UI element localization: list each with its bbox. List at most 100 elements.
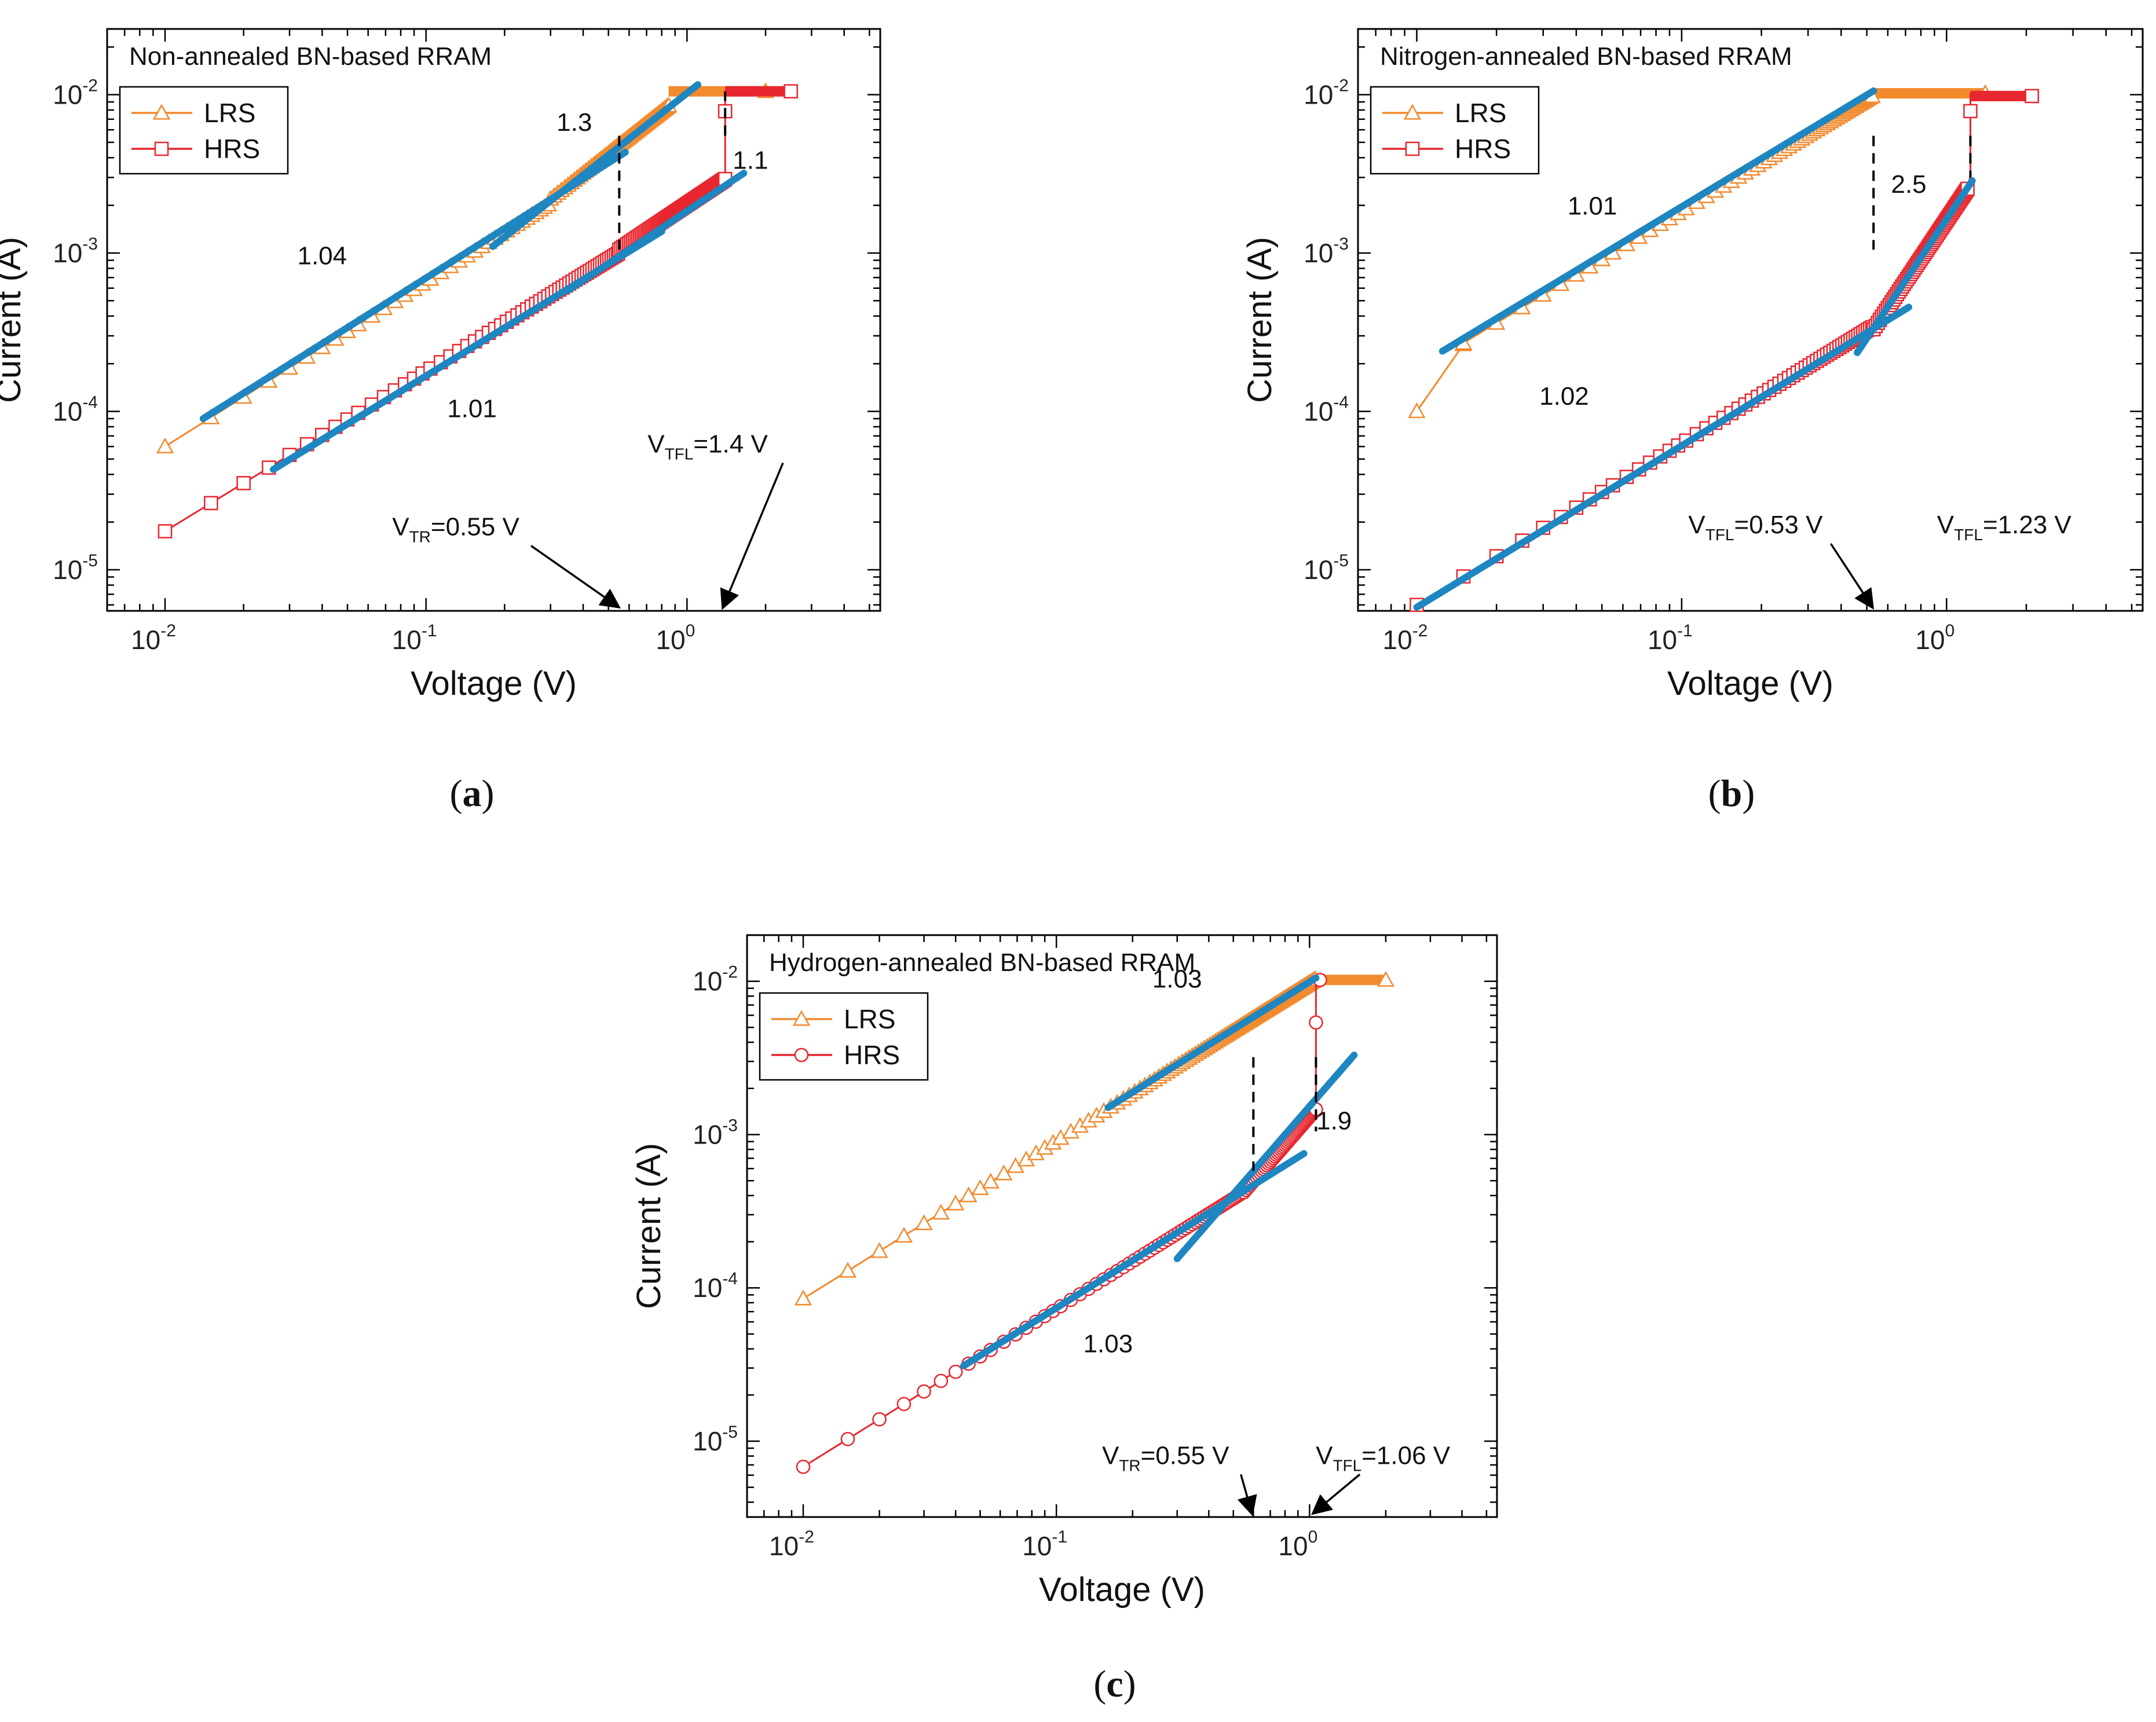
x-axis-title: Voltage (V): [1039, 1571, 1205, 1609]
legend-marker: [152, 104, 171, 120]
legend-label: HRS: [1455, 134, 1511, 164]
threshold-voltage-label: VTFL=1.06 V: [1316, 1441, 1451, 1474]
x-axis-title: Voltage (V): [1667, 665, 1833, 702]
x-tick-label: 10-2: [1383, 621, 1428, 655]
fit-line: [960, 1150, 1308, 1369]
axis-ticks: [1357, 29, 2143, 611]
chart-a: 10-2 10-1 100 10-5 10-4 10-3 10-2 Voltage (V) Cu…: [0, 28, 881, 815]
x-tick-label: 100: [656, 621, 695, 655]
fit-lines: [960, 974, 1358, 1369]
data-point: [1963, 104, 1978, 119]
data-point: [1309, 1015, 1323, 1030]
legend-marker: [792, 1010, 811, 1026]
fit-line: [1173, 1051, 1358, 1262]
fit-line: [1438, 87, 1877, 355]
y-tick-label: 10-2: [1304, 76, 1349, 109]
panel-label: (a): [450, 772, 495, 815]
y-tick-label: 10-3: [53, 235, 98, 268]
data-point: [236, 476, 251, 490]
chart-b: 10-2 10-1 100 10-5 10-4 10-3 10-2 Voltage (V) Cu…: [1241, 28, 2144, 815]
y-axis-title: Current (A): [1241, 237, 1279, 403]
panel-label: (c): [1093, 1663, 1136, 1705]
plot-frame: [746, 934, 1498, 1518]
threshold-voltage-label: VTFL=0.53 V: [1688, 511, 1823, 544]
x-tick-label: 10-2: [131, 621, 176, 655]
data-point: [839, 1262, 857, 1278]
threshold-voltage-label: VTFL=1.4 V: [647, 430, 768, 463]
data-point: [895, 1226, 913, 1243]
legend-label: LRS: [204, 98, 255, 128]
data-point: [917, 1384, 931, 1399]
fit-lines: [199, 81, 748, 473]
y-axis-title: Current (A): [0, 237, 28, 403]
y-tick-label: 10-4: [1304, 393, 1349, 426]
panel-label: (b): [1708, 772, 1755, 815]
slope-label: 1.04: [297, 241, 347, 270]
fit-line: [1413, 303, 1913, 611]
y-tick-label: 10-3: [1304, 235, 1349, 268]
y-tick-label: 10-5: [693, 1423, 738, 1456]
data-point: [158, 524, 173, 538]
x-tick-label: 100: [1915, 621, 1954, 655]
data-point: [204, 496, 218, 511]
legend-label: LRS: [844, 1004, 895, 1034]
threshold-arrow: [1829, 543, 1875, 610]
y-axis-title: Current (A): [630, 1143, 668, 1309]
y-tick-label: 10-4: [53, 393, 98, 426]
data-point: [156, 437, 174, 453]
slope-label: 1.03: [1084, 1329, 1133, 1358]
fit-line: [564, 170, 748, 294]
legend-label: HRS: [844, 1040, 900, 1070]
legend-marker: [154, 141, 169, 156]
legend-marker: [1403, 104, 1422, 120]
data-point: [1408, 402, 1426, 419]
x-tick-label: 10-2: [769, 1527, 814, 1561]
x-axis-title: Voltage (V): [411, 665, 577, 702]
chart-title: Non-annealed BN-based RRAM: [129, 42, 492, 71]
threshold-arrow: [720, 462, 784, 610]
data-point: [870, 1242, 888, 1258]
legend-label: LRS: [1455, 98, 1506, 128]
data-point: [840, 1432, 855, 1446]
slope-label: 1.1: [733, 146, 768, 175]
legend-marker: [794, 1047, 809, 1062]
data-point: [872, 1412, 887, 1427]
data-point: [794, 1289, 812, 1306]
data-point: [896, 1397, 912, 1412]
x-tick-label: 100: [1278, 1527, 1317, 1561]
data-point: [947, 1195, 965, 1211]
y-tick-label: 10-3: [693, 1116, 738, 1149]
legend-box: [1370, 86, 1540, 175]
legend: LRS HRS: [1370, 86, 1540, 175]
axis-ticks: [746, 934, 1497, 1517]
plot-frame: [106, 28, 881, 612]
y-tick-label: 10-5: [53, 551, 98, 585]
fit-lines: [1413, 87, 1976, 611]
fit-line: [1104, 974, 1320, 1111]
axis-ticks: [106, 29, 880, 611]
slope-label: 1.02: [1539, 382, 1589, 411]
data-point: [915, 1214, 933, 1230]
legend-label: HRS: [204, 134, 260, 164]
fit-line: [1854, 177, 1976, 357]
data-point: [796, 1460, 811, 1474]
data-point: [982, 1173, 1000, 1189]
slope-label: 1.03: [1152, 965, 1202, 994]
threshold-voltage-label: VTR=0.55 V: [1102, 1441, 1229, 1474]
threshold-arrow: [1311, 1474, 1361, 1515]
data-point: [2025, 89, 2040, 104]
chart-title: Hydrogen-annealed BN-based RRAM: [769, 948, 1195, 977]
x-tick-label: 10-1: [1022, 1527, 1067, 1561]
fit-line: [489, 81, 701, 250]
x-tick-label: 10-1: [1648, 621, 1693, 655]
threshold-arrow: [530, 545, 621, 609]
y-tick-label: 10-2: [53, 76, 98, 109]
data-point: [784, 84, 798, 98]
data-point: [948, 1364, 963, 1379]
threshold-voltage-label: VTFL=1.23 V: [1937, 511, 2072, 544]
y-tick-label: 10-5: [1304, 551, 1349, 585]
slope-label: 1.01: [1568, 192, 1617, 221]
threshold-voltage-label: VTR=0.55 V: [392, 513, 519, 546]
plot-frame: [1357, 28, 2144, 612]
